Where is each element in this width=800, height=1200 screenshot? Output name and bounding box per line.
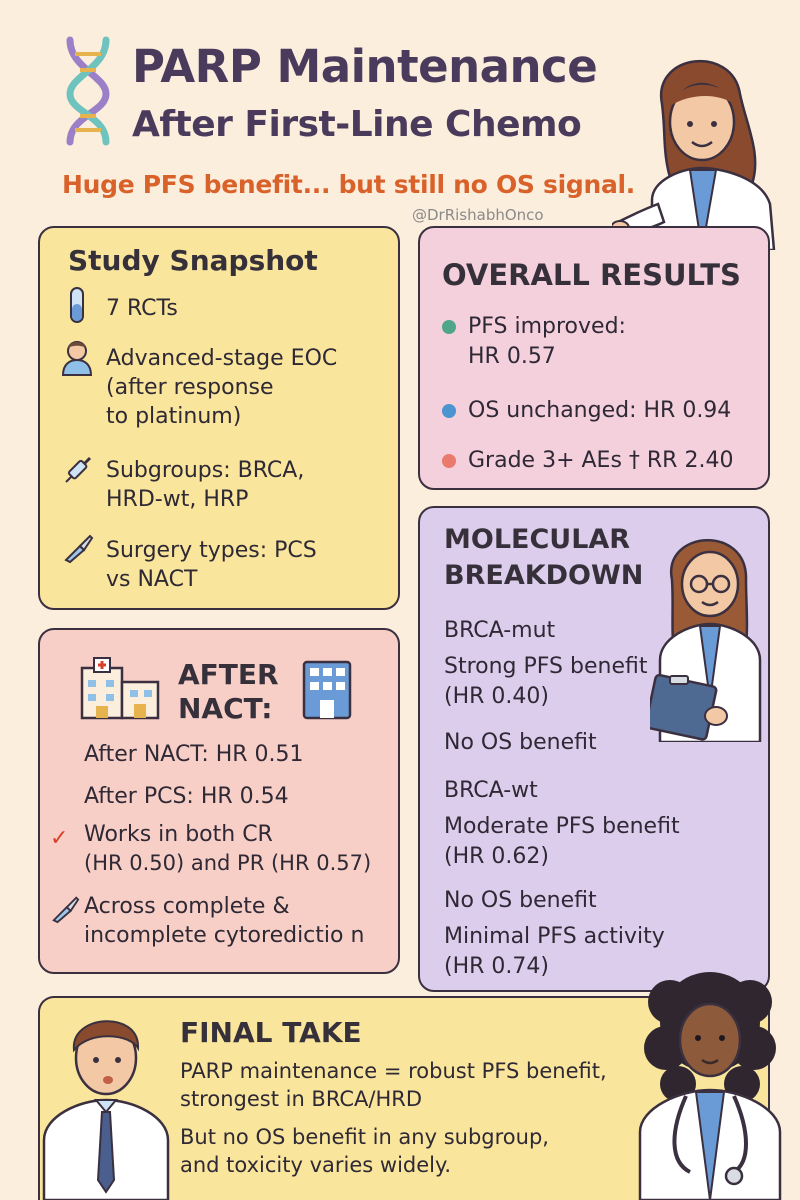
snapshot-item-subgroups-2: HRD-wt, HRP [106, 487, 249, 512]
final-take-line-3: But no OS benefit in any subgroup, [180, 1125, 549, 1149]
page-title-line2: After First-Line Chemo [132, 104, 582, 145]
brca-wt-label: BRCA-wt [444, 778, 538, 803]
ae-dot-icon [442, 454, 456, 468]
female-doctor-stethoscope-illustration [638, 972, 782, 1200]
final-take-heading: FINAL TAKE [180, 1016, 362, 1049]
snapshot-item-surgery-1: Surgery types: PCS [106, 538, 317, 563]
after-nact-card: AFTER NACT: After NACT: HR 0.51 After PC… [38, 628, 400, 974]
cr-pr-1: Works in both CR [84, 822, 273, 847]
page-title: PARP Maintenance [132, 40, 598, 93]
doctor-illustration-top [612, 59, 776, 250]
final-take-line-2: strongest in BRCA/HRD [180, 1087, 423, 1111]
study-snapshot-heading: Study Snapshot [68, 244, 318, 277]
result-os: OS unchanged: HR 0.94 [468, 398, 732, 423]
brca-wt-os: No OS benefit [444, 888, 597, 913]
result-pfs-1: PFS improved: [468, 314, 626, 339]
hrp-pfs: Minimal PFS activity [444, 924, 665, 949]
molecular-heading-2: BREAKDOWN [444, 560, 644, 591]
final-take-line-1: PARP maintenance = robust PFS benefit, [180, 1059, 607, 1083]
overall-results-card: OVERALL RESULTS PFS improved: HR 0.57 OS… [418, 226, 770, 490]
snapshot-item-eoc-2: (after response [106, 375, 274, 400]
brca-mut-pfs: Strong PFS benefit [444, 654, 648, 679]
result-pfs-2: HR 0.57 [468, 344, 556, 369]
cytoreduction-2: incomplete cytoredictio n [84, 923, 365, 948]
office-building-icon [302, 660, 352, 720]
molecular-breakdown-card: MOLECULAR BREAKDOWN BRCA-mut Strong PFS … [418, 506, 770, 992]
os-dot-icon [442, 404, 456, 418]
cr-pr-2: (HR 0.50) and PR (HR 0.57) [84, 851, 372, 875]
molecular-heading-1: MOLECULAR [444, 524, 631, 555]
brca-wt-hr: (HR 0.62) [444, 844, 549, 869]
result-ae: Grade 3+ AEs † RR 2.40 [468, 448, 734, 473]
page-subtitle: Huge PFS benefit... but still no OS sign… [62, 170, 635, 199]
snapshot-item-eoc-3: to platinum) [106, 404, 242, 429]
brca-mut-label: BRCA-mut [444, 618, 556, 643]
snapshot-item-subgroups-1: Subgroups: BRCA, [106, 458, 305, 483]
nact-hr: After NACT: HR 0.51 [84, 742, 304, 767]
hospital-icon [80, 657, 160, 720]
test-tube-icon [70, 287, 84, 323]
doctor-with-clipboard-illustration [650, 539, 762, 742]
scalpel-icon-2 [52, 896, 80, 924]
author-handle: @DrRishabhOnco [412, 206, 544, 224]
after-nact-heading-2: NACT: [178, 692, 273, 725]
brca-mut-os: No OS benefit [444, 730, 597, 755]
patient-icon [61, 341, 93, 376]
pfs-dot-icon [442, 320, 456, 334]
male-doctor-illustration [42, 1020, 170, 1200]
brca-wt-pfs: Moderate PFS benefit [444, 814, 680, 839]
snapshot-item-rcts: 7 RCTs [106, 296, 178, 321]
snapshot-item-surgery-2: vs NACT [106, 567, 198, 592]
brca-mut-hr: (HR 0.40) [444, 684, 549, 709]
pcs-hr: After PCS: HR 0.54 [84, 784, 289, 809]
syringe-icon [65, 456, 92, 483]
study-snapshot-card: Study Snapshot 7 RCTs Advanced-stage EOC… [38, 226, 400, 610]
scalpel-icon [64, 534, 94, 564]
dna-icon [66, 36, 110, 146]
hrp-hr: (HR 0.74) [444, 954, 549, 979]
snapshot-item-eoc-1: Advanced-stage EOC [106, 346, 338, 371]
checkmark-icon: ✓ [50, 826, 69, 851]
after-nact-heading-1: AFTER [178, 658, 279, 691]
cytoreduction-1: Across complete & [84, 894, 290, 919]
final-take-line-4: and toxicity varies widely. [180, 1153, 452, 1177]
overall-results-heading: OVERALL RESULTS [442, 258, 741, 292]
